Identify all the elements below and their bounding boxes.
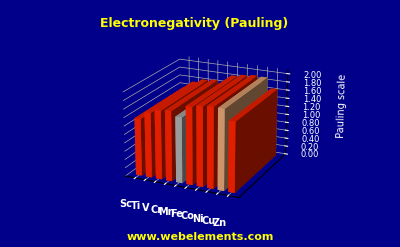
Text: Electronegativity (Pauling): Electronegativity (Pauling): [100, 17, 289, 30]
Text: www.webelements.com: www.webelements.com: [126, 232, 274, 242]
